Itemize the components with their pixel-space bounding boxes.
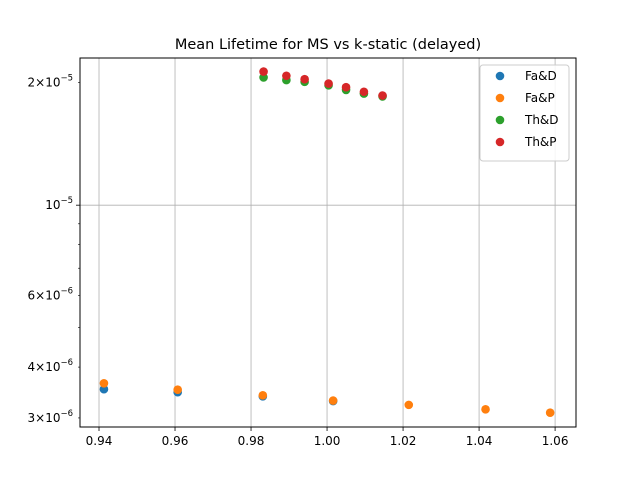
- data-point-fa-p: [481, 405, 490, 414]
- x-tick-label: 1.02: [390, 434, 417, 448]
- y-minor-tick-label: 6×10−6: [28, 286, 74, 302]
- legend-label: Fa&D: [525, 69, 557, 83]
- legend-marker: [495, 71, 505, 81]
- x-tick-label: 1.06: [542, 434, 569, 448]
- legend-marker: [495, 93, 505, 103]
- y-axis: 10−5 2×10−5 6×10−6 4×10−6 3×10−6: [28, 74, 80, 425]
- plot-frame: [79, 57, 577, 428]
- data-point-fa-d: [99, 384, 109, 394]
- data-point-th-p: [341, 82, 351, 92]
- legend-label: Fa&P: [525, 91, 555, 105]
- legend-marker: [495, 115, 505, 125]
- data-points: [99, 67, 555, 418]
- data-point-fa-p: [99, 378, 109, 388]
- x-tick-label: 1.00: [314, 434, 341, 448]
- data-point-th-p: [378, 91, 387, 100]
- data-point-th-p: [324, 79, 333, 88]
- x-tick-label: 0.98: [238, 434, 265, 448]
- y-minor-tick-label: 2×10−5: [28, 74, 74, 90]
- data-point-th-p: [282, 71, 291, 81]
- legend: Fa&D Fa&P Th&D Th&P: [479, 64, 570, 162]
- data-point-fa-p: [258, 390, 268, 400]
- legend-label: Th&P: [524, 135, 557, 149]
- data-point-th-d: [259, 73, 268, 82]
- legend-marker: [495, 137, 505, 147]
- data-point-fa-p: [404, 400, 414, 410]
- legend-frame: [479, 64, 570, 162]
- x-tick-label: 0.94: [86, 434, 113, 448]
- x-tick-label: 1.04: [466, 434, 493, 448]
- chart-title: Mean Lifetime for MS vs k-static (delaye…: [175, 37, 481, 53]
- data-point-fa-p: [545, 408, 555, 418]
- x-axis: 0.94 0.96 0.98 1.00 1.02 1.04 1.06: [86, 427, 569, 448]
- data-point-th-p: [259, 67, 268, 76]
- y-minor-tick-label: 3×10−6: [28, 409, 74, 425]
- data-point-th-p: [300, 74, 309, 84]
- x-tick-label: 0.96: [162, 434, 189, 448]
- y-tick-label: 10−5: [45, 196, 73, 212]
- legend-label: Th&D: [524, 113, 559, 127]
- data-point-fa-p: [173, 385, 182, 394]
- data-point-th-p: [359, 87, 369, 97]
- y-minor-tick-label: 4×10−6: [28, 358, 74, 374]
- data-point-fa-p: [328, 396, 338, 405]
